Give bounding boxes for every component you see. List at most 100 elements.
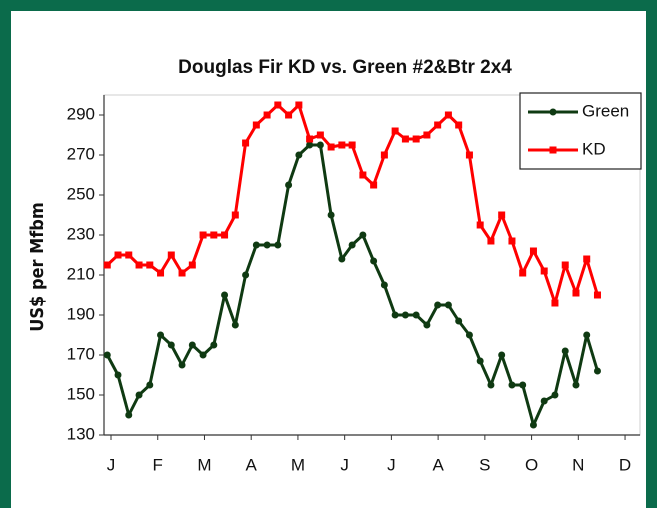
marker bbox=[221, 231, 229, 239]
marker bbox=[210, 231, 218, 239]
x-tick-label: A bbox=[432, 455, 444, 474]
legend-box bbox=[519, 92, 642, 170]
marker bbox=[338, 141, 346, 149]
marker bbox=[327, 211, 335, 219]
marker bbox=[455, 317, 463, 325]
y-tick-label: 250 bbox=[67, 184, 95, 203]
marker bbox=[199, 231, 207, 239]
marker bbox=[252, 121, 260, 129]
marker bbox=[412, 311, 420, 319]
marker bbox=[455, 121, 463, 129]
marker bbox=[135, 261, 143, 269]
marker bbox=[188, 261, 196, 269]
marker bbox=[412, 135, 420, 143]
y-tick-label: 170 bbox=[67, 344, 95, 363]
marker bbox=[125, 251, 133, 259]
marker bbox=[252, 241, 260, 249]
marker bbox=[167, 341, 175, 349]
marker bbox=[498, 351, 506, 359]
marker bbox=[306, 141, 314, 149]
marker bbox=[551, 391, 559, 399]
marker bbox=[231, 321, 239, 329]
x-tick-label: O bbox=[525, 455, 538, 474]
marker bbox=[551, 299, 559, 307]
marker bbox=[519, 381, 527, 389]
y-tick-label: 290 bbox=[67, 104, 95, 123]
marker bbox=[434, 301, 442, 309]
x-tick-label: N bbox=[572, 455, 584, 474]
marker bbox=[103, 351, 111, 359]
marker bbox=[178, 269, 186, 277]
marker bbox=[263, 111, 271, 119]
marker bbox=[508, 381, 516, 389]
marker bbox=[242, 139, 250, 147]
marker bbox=[370, 257, 378, 265]
marker bbox=[274, 241, 282, 249]
marker bbox=[242, 271, 250, 279]
panel bbox=[11, 11, 646, 508]
x-tick-label: F bbox=[153, 455, 163, 474]
marker bbox=[583, 255, 591, 263]
marker bbox=[231, 211, 239, 219]
legend-label: Green bbox=[582, 101, 629, 120]
y-tick-label: 270 bbox=[67, 144, 95, 163]
marker bbox=[593, 291, 601, 299]
marker bbox=[487, 381, 495, 389]
marker bbox=[178, 361, 186, 369]
marker bbox=[380, 151, 388, 159]
legend-marker bbox=[549, 108, 557, 116]
marker bbox=[348, 241, 356, 249]
marker bbox=[370, 181, 378, 189]
marker bbox=[391, 311, 399, 319]
marker bbox=[295, 101, 303, 109]
marker bbox=[519, 269, 527, 277]
marker bbox=[401, 135, 409, 143]
y-tick-label: 210 bbox=[67, 264, 95, 283]
marker bbox=[295, 151, 303, 159]
marker bbox=[146, 261, 154, 269]
x-tick-label: J bbox=[107, 455, 116, 474]
marker bbox=[338, 255, 346, 263]
marker bbox=[210, 341, 218, 349]
marker bbox=[285, 181, 293, 189]
marker bbox=[540, 267, 548, 275]
marker bbox=[465, 151, 473, 159]
marker bbox=[316, 131, 324, 139]
marker bbox=[188, 341, 196, 349]
marker bbox=[561, 261, 569, 269]
marker bbox=[146, 381, 154, 389]
marker bbox=[135, 391, 143, 399]
marker bbox=[593, 367, 601, 375]
marker bbox=[157, 331, 165, 339]
y-tick-label: 230 bbox=[67, 224, 95, 243]
marker bbox=[274, 101, 282, 109]
marker bbox=[316, 141, 324, 149]
marker bbox=[476, 357, 484, 365]
marker bbox=[572, 381, 580, 389]
marker bbox=[263, 241, 271, 249]
marker bbox=[401, 311, 409, 319]
marker bbox=[529, 247, 537, 255]
marker bbox=[434, 121, 442, 129]
marker bbox=[327, 143, 335, 151]
x-tick-label: J bbox=[340, 455, 349, 474]
marker bbox=[476, 221, 484, 229]
marker bbox=[391, 127, 399, 135]
marker bbox=[285, 111, 293, 119]
marker bbox=[423, 131, 431, 139]
marker bbox=[444, 111, 452, 119]
x-tick-label: A bbox=[246, 455, 258, 474]
marker bbox=[114, 251, 122, 259]
marker bbox=[583, 331, 591, 339]
marker bbox=[103, 261, 111, 269]
marker bbox=[199, 351, 207, 359]
chart-title: Douglas Fir KD vs. Green #2&Btr 2x4 bbox=[178, 57, 512, 78]
marker bbox=[359, 231, 367, 239]
marker bbox=[167, 251, 175, 259]
marker bbox=[306, 135, 314, 143]
marker bbox=[572, 289, 580, 297]
legend-marker bbox=[549, 146, 557, 154]
y-tick-label: 190 bbox=[67, 304, 95, 323]
marker bbox=[508, 237, 516, 245]
